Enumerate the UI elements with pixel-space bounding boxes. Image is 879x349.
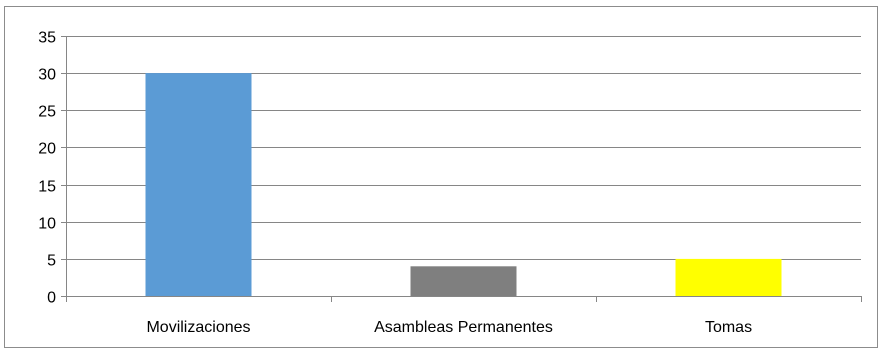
y-tick-label: 10 (38, 216, 56, 233)
bar-tomas (675, 258, 782, 296)
y-tick-label: 20 (38, 141, 56, 158)
y-tick-label: 0 (47, 290, 56, 307)
x-category-label: Tomas (705, 319, 752, 336)
y-tick-label: 15 (38, 179, 56, 196)
bar-asambleas-permanentes (410, 266, 517, 296)
axes (61, 36, 862, 302)
bar-movilizaciones (145, 73, 252, 296)
y-tick-label: 35 (38, 30, 56, 47)
x-category-label: Movilizaciones (146, 319, 250, 336)
bars (145, 73, 782, 296)
y-tick-label: 25 (38, 104, 56, 121)
y-tick-label: 5 (47, 253, 56, 270)
x-category-label: Asambleas Permanentes (374, 319, 553, 336)
y-tick-label: 30 (38, 67, 56, 84)
tick-labels: 0 5 10 15 20 25 30 35 Movilizaciones Asambleas Pe… (38, 30, 752, 337)
